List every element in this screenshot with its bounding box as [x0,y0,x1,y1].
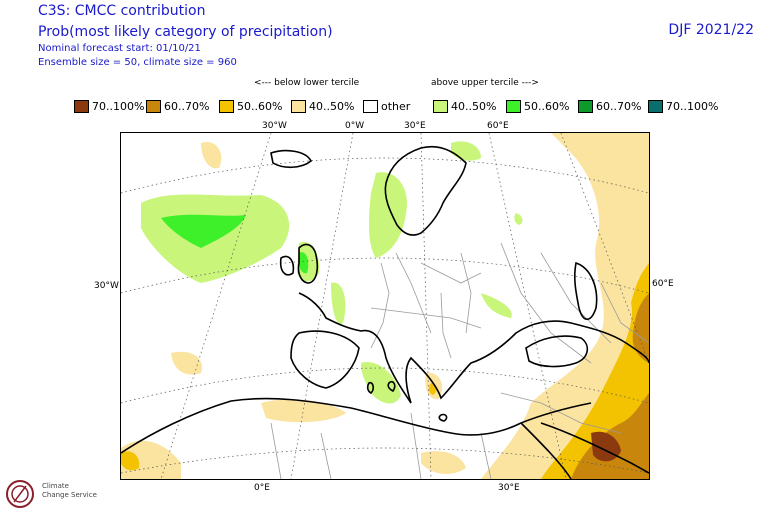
ireland-coast [279,255,295,276]
below-40-50-area [261,399,346,423]
above-40-50-area [361,362,401,404]
legend-item: 40..50% [291,98,354,114]
legend-swatch [433,99,448,113]
legend-item: other [363,98,410,114]
legend-swatch [74,99,89,113]
mediterranean-islands [366,380,448,422]
below-40-50-area [171,351,202,375]
map-canvas [121,133,649,479]
below-tercile-hint: <--- below lower tercile [254,78,360,88]
black-sea-coast [525,335,589,368]
legend-label: other [381,99,411,113]
legend-label: 60..70% [164,99,210,113]
graticule [121,133,649,479]
lon-label-top: 60°E [487,121,509,131]
legend-label: 40..50% [309,99,355,113]
legend-item: 70..100% [74,98,144,114]
legend-swatch [506,99,521,113]
legend-label: 60..70% [596,99,642,113]
caspian-coast [573,261,598,321]
legend-label: 50..60% [524,99,570,113]
lon-label-top: 30°W [262,121,287,131]
iberia-coast [290,330,360,389]
logo-text-line1: Climate [42,482,69,490]
legend-item: 50..60% [506,98,569,114]
lon-label-top: 30°E [404,121,426,131]
logo-text-line2: Change Service [42,491,97,499]
legend-item: 60..70% [578,98,641,114]
map-subtitle: Prob(most likely category of precipitati… [38,24,333,40]
lon-label-top: 0°W [345,121,365,131]
scandinavia-coast [384,145,467,236]
below-40-50-area [421,451,466,475]
legend-item: 60..70% [146,98,209,114]
legend-label: 50..60% [237,99,283,113]
legend-swatch [219,99,234,113]
europe-mainland-coast [298,292,649,404]
legend-swatch [291,99,306,113]
legend-label: 70..100% [92,99,145,113]
legend-item: 50..60% [219,98,282,114]
season-label: DJF 2021/22 [668,22,754,38]
lon-label-bottom: 0°E [254,483,270,493]
above-50-60-area [298,252,309,274]
legend-item: 70..100% [648,98,718,114]
c3s-logo-mark [6,480,34,508]
lon-label-right: 60°E [652,279,674,289]
above-tercile-hint: above upper tercile ---> [431,78,539,88]
british-isles-coast [297,243,319,284]
page-title: C3S: CMCC contribution [38,3,206,19]
legend-swatch [363,99,378,113]
below-40-50-area [201,142,222,169]
above-40-50-area [451,141,481,161]
legend-swatch [146,99,161,113]
above-40-50-area [514,213,523,225]
legend-swatch [578,99,593,113]
iceland-coast [270,149,313,169]
legend-item: 40..50% [433,98,496,114]
above-40-50-area [481,293,512,318]
arabia-coast [540,422,649,474]
legend-label: 70..100% [666,99,719,113]
legend-label: 40..50% [451,99,497,113]
above-40-50-area [368,172,407,258]
legend: 70..100% 60..70% 50..60% 40..50% other 4… [74,98,754,114]
red-sea-coast [520,422,572,479]
ensemble-size: Ensemble size = 50, climate size = 960 [38,57,237,68]
below-50-60-area [121,451,140,471]
forecast-start: Nominal forecast start: 01/10/21 [38,43,201,54]
above-40-50-area [331,282,346,324]
lon-label-left: 30°W [94,281,119,291]
legend-swatch [648,99,663,113]
coastlines [121,145,649,479]
above-50-60-area [161,214,246,248]
precipitation-map [120,132,650,480]
below-60-70-area [632,293,649,363]
lon-label-bottom: 30°E [498,483,520,493]
c3s-logo: Climate Change Service [4,474,114,514]
